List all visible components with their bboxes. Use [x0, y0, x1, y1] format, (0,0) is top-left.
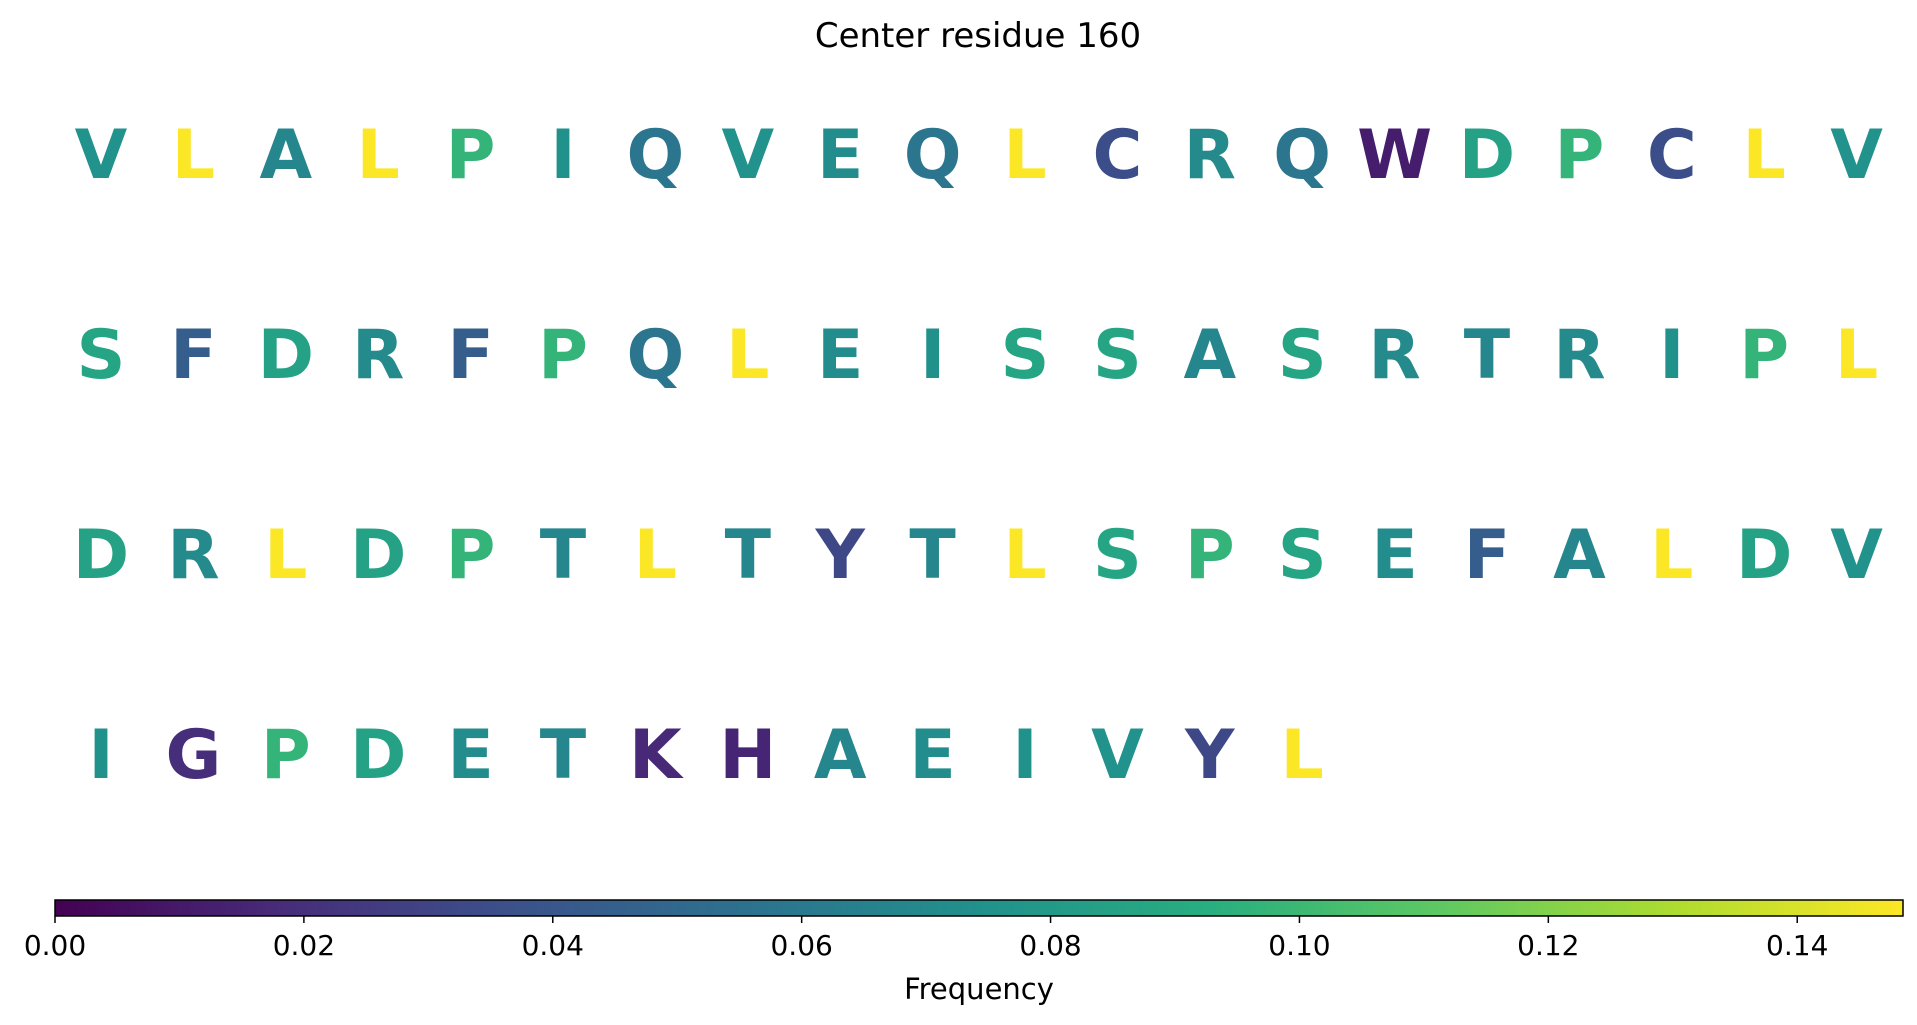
residue-letter: T [540, 716, 587, 795]
residue-letter: V [1830, 116, 1883, 195]
colorbar-label: Frequency [904, 972, 1054, 1006]
residue-letter: E [447, 716, 493, 795]
residue-letter: L [634, 516, 677, 595]
residue-letter: L [1835, 316, 1878, 395]
residue-letter: Q [626, 316, 684, 395]
residue-letter: L [1003, 116, 1046, 195]
residue-letter: D [350, 516, 406, 595]
residue-letter: E [817, 316, 863, 395]
colorbar-tick-label: 0.14 [1766, 929, 1828, 962]
residue-letter: D [73, 516, 129, 595]
colorbar-tick-label: 0.10 [1268, 929, 1330, 962]
residue-letter: L [726, 316, 769, 395]
colorbar-tick-label: 0.00 [24, 929, 86, 962]
colorbar-tick-label: 0.08 [1019, 929, 1081, 962]
residue-letter: R [1368, 316, 1420, 395]
residue-letter: A [1553, 516, 1606, 595]
colorbar-tick-label: 0.12 [1517, 929, 1579, 962]
residue-letter: L [357, 116, 400, 195]
residue-letter: T [540, 516, 587, 595]
residue-letter: S [1093, 516, 1142, 595]
residue-letter: R [167, 516, 219, 595]
colorbar: 0.00 0.02 0.04 0.06 0.08 0.10 0.12 0.14 Frequen… [24, 899, 1904, 1006]
residue-letter: S [1001, 316, 1050, 395]
residue-letter: L [172, 116, 215, 195]
residue-letter: A [1183, 316, 1236, 395]
residue-letter: V [75, 116, 128, 195]
residue-letter: L [1281, 716, 1324, 795]
residue-letter: Q [626, 116, 684, 195]
residue-letter: P [1185, 516, 1235, 595]
residue-letter: A [814, 716, 867, 795]
residue-letter: P [538, 316, 588, 395]
residue-letter: S [1093, 316, 1142, 395]
colorbar-tick-label: 0.02 [273, 929, 335, 962]
residue-letter: S [1278, 516, 1327, 595]
residue-letter: Y [815, 516, 866, 595]
residue-letter: K [629, 716, 684, 795]
residue-letter: D [350, 716, 406, 795]
residue-letter: E [909, 716, 955, 795]
residue-letter: D [258, 316, 314, 395]
residue-letter: D [1736, 516, 1792, 595]
residue-letter: T [1464, 316, 1511, 395]
residue-letter: V [1830, 516, 1883, 595]
residue-letter: R [1184, 116, 1236, 195]
residue-letter: R [352, 316, 404, 395]
colorbar-tick-label: 0.06 [770, 929, 832, 962]
residue-letter: C [1647, 116, 1697, 195]
residue-letter: T [725, 516, 772, 595]
residue-letter: L [1003, 516, 1046, 595]
residue-grid: V L A L P I Q V E Q L C R Q W D P C L VS F D R F P Q L E I S S A S R T R I P L… [73, 116, 1884, 795]
residue-letter: F [447, 316, 493, 395]
residue-letter: F [1464, 516, 1510, 595]
residue-letter: I [550, 116, 575, 195]
residue-letter: P [1739, 316, 1789, 395]
residue-letter: V [721, 116, 774, 195]
residue-letter: I [88, 716, 113, 795]
residue-letter: P [446, 116, 496, 195]
residue-letter: H [719, 716, 776, 795]
residue-letter: D [1459, 116, 1515, 195]
residue-letter: A [259, 116, 312, 195]
residue-letter: I [1012, 716, 1037, 795]
residue-letter: R [1553, 316, 1605, 395]
residue-letter: V [1091, 716, 1144, 795]
residue-letter: Q [904, 116, 962, 195]
chart-title: Center residue 160 [815, 16, 1141, 56]
residue-letter: Q [1273, 116, 1331, 195]
residue-letter: T [909, 516, 956, 595]
residue-letter: P [1554, 116, 1604, 195]
residue-letter: I [920, 316, 945, 395]
colorbar-gradient [54, 899, 1904, 917]
residue-letter: S [77, 316, 126, 395]
residue-letter: F [170, 316, 216, 395]
residue-letter: L [264, 516, 307, 595]
colorbar-ticks: 0.00 0.02 0.04 0.06 0.08 0.10 0.12 0.14 [24, 916, 1828, 962]
residue-letter: I [1659, 316, 1684, 395]
residue-letter: G [165, 716, 221, 795]
residue-letter: P [261, 716, 311, 795]
residue-letter: P [446, 516, 496, 595]
residue-letter: W [1357, 116, 1432, 195]
residue-letter: C [1092, 116, 1142, 195]
residue-letter: L [1650, 516, 1693, 595]
residue-letter: L [1743, 116, 1786, 195]
colorbar-tick-label: 0.04 [522, 929, 584, 962]
residue-letter: E [1371, 516, 1417, 595]
residue-letter: S [1278, 316, 1327, 395]
residue-letter: Y [1184, 716, 1235, 795]
residue-letter: E [817, 116, 863, 195]
